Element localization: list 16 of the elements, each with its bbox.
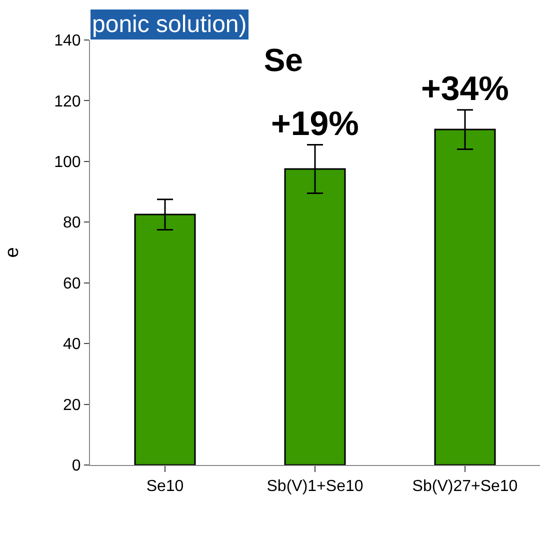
y-axis-title: e	[2, 247, 23, 258]
x-tick-label: Sb(V)27+Se10	[412, 478, 518, 496]
annotation: +19%	[271, 105, 359, 143]
x-tick-label: Sb(V)1+Se10	[266, 478, 364, 496]
x-tick-label: Se10	[146, 478, 184, 496]
y-tick-label: 20	[63, 396, 81, 414]
y-tick-label: 0	[72, 458, 81, 475]
y-tick-label: 80	[63, 214, 81, 232]
y-tick-label: 120	[54, 93, 81, 110]
y-tick-label: 60	[63, 275, 81, 292]
y-tick-label: 40	[63, 336, 81, 354]
annotation: +34%	[421, 70, 509, 108]
y-tick-label: 140	[54, 32, 81, 50]
chart-title: Se	[264, 42, 303, 78]
text: ponic solution)	[92, 11, 247, 38]
y-tick-label: 100	[54, 154, 81, 172]
